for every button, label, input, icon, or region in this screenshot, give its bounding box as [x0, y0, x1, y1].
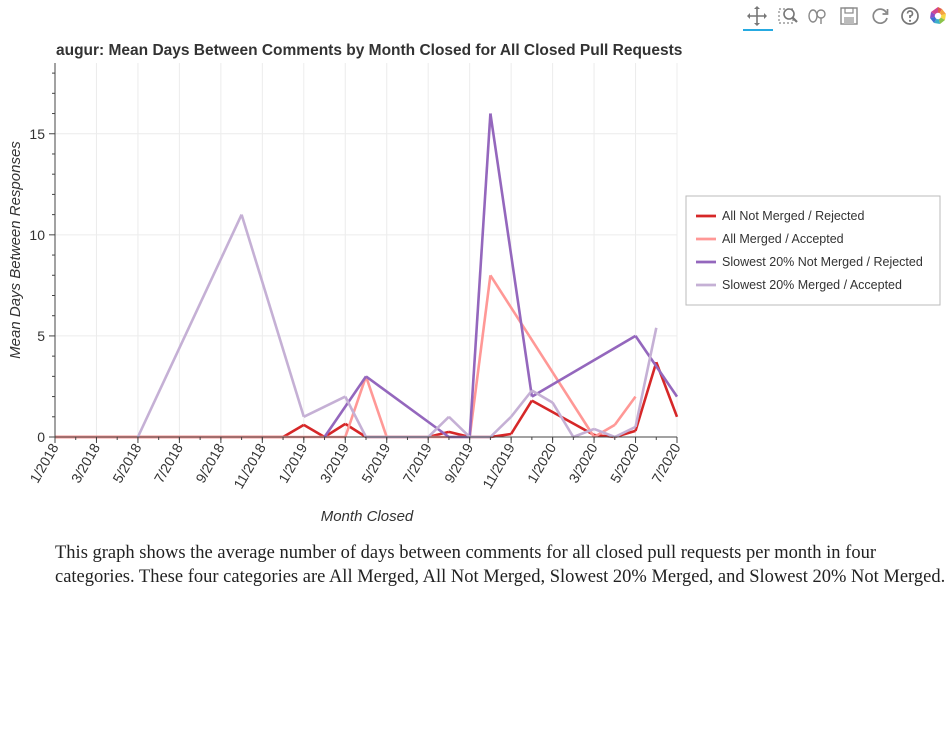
x-tick-label: 7/2018 — [151, 440, 186, 485]
series-segment — [468, 113, 492, 438]
pan-icon[interactable] — [745, 4, 769, 28]
active-tool-indicator — [743, 29, 773, 31]
x-tick-label: 1/2019 — [275, 440, 310, 485]
series-segment — [634, 335, 679, 398]
x-tick-label: 7/2020 — [648, 440, 683, 485]
series-segment — [510, 389, 533, 418]
series-segment — [282, 423, 305, 439]
series-segment — [593, 427, 616, 439]
series-segment — [323, 422, 346, 439]
x-tick-label: 11/2019 — [479, 440, 518, 491]
x-tick-label: 3/2020 — [565, 440, 600, 485]
save-icon[interactable] — [837, 4, 861, 28]
chart-description: This graph shows the average number of d… — [55, 543, 946, 587]
box-zoom-icon[interactable] — [776, 4, 800, 28]
legend-label: All Not Merged / Rejected — [722, 209, 864, 223]
wheel-zoom-icon[interactable] — [806, 4, 830, 28]
chart-title: augur: Mean Days Between Comments by Mon… — [56, 42, 682, 59]
bokeh-logo-icon[interactable] — [926, 4, 950, 28]
y-tick-label: 0 — [37, 429, 45, 445]
legend[interactable]: All Not Merged / Rejected All Merged / Ac… — [685, 195, 941, 306]
series-segment — [634, 361, 658, 432]
x-tick-label: 1/2018 — [26, 440, 61, 485]
reset-icon[interactable] — [868, 4, 892, 28]
x-tick-label: 5/2018 — [109, 440, 144, 485]
x-tick-label: 5/2019 — [358, 440, 393, 485]
series-segment — [364, 375, 388, 438]
legend-box — [685, 195, 941, 306]
x-tick-label: 9/2018 — [192, 440, 227, 485]
x-tick-label: 7/2019 — [400, 440, 435, 485]
legend-label: Slowest 20% Merged / Accepted — [722, 278, 902, 292]
x-tick-label: 5/2020 — [607, 440, 642, 485]
y-tick-label: 10 — [29, 227, 45, 243]
x-axis-title: Month Closed — [321, 508, 414, 525]
help-icon[interactable] — [898, 4, 922, 28]
series-line-4[interactable] — [136, 214, 658, 439]
chart-toolbar — [740, 2, 950, 32]
series-segment — [468, 275, 492, 438]
x-tick-label: 11/2018 — [230, 440, 269, 491]
series-segment — [613, 395, 637, 426]
chart[interactable]: augur: Mean Days Between Comments by Mon… — [0, 0, 950, 530]
y-tick-label: 5 — [37, 328, 45, 344]
legend-label: Slowest 20% Not Merged / Rejected — [722, 255, 923, 269]
series-segment — [447, 415, 471, 438]
x-tick-label: 1/2020 — [524, 440, 559, 485]
series-segment — [136, 214, 243, 438]
series-segment — [509, 399, 534, 435]
series-segment — [323, 375, 368, 438]
series-segment — [531, 334, 637, 398]
series-segment — [344, 396, 368, 438]
series-segment — [240, 214, 306, 418]
legend-label: All Merged / Accepted — [722, 232, 844, 246]
y-axis-ticks: 0 5 10 15 — [29, 72, 55, 445]
series-segment — [365, 375, 450, 439]
series-segment — [614, 425, 637, 439]
x-tick-label: 3/2019 — [317, 440, 352, 485]
series-segment — [489, 274, 596, 438]
x-tick-label: 3/2018 — [68, 440, 103, 485]
series-segment — [427, 415, 450, 438]
plot-area[interactable] — [55, 63, 677, 437]
series-segment — [593, 423, 616, 439]
series-line-3[interactable] — [323, 113, 679, 439]
x-tick-label: 9/2019 — [441, 440, 476, 485]
series-segment — [634, 327, 658, 428]
series-segment — [572, 427, 595, 439]
series-segment — [551, 401, 575, 438]
x-axis-ticks: 1/2018 3/2018 5/2018 7/2018 9/2018 11/2018 1/2… — [26, 437, 684, 491]
y-axis-title: Mean Days Between Responses — [7, 141, 24, 359]
series-segment — [303, 423, 326, 439]
series-segment — [489, 113, 534, 397]
series-segment — [531, 389, 554, 404]
series-segment — [344, 375, 368, 438]
series-segment — [489, 415, 513, 438]
y-tick-label: 15 — [29, 126, 45, 142]
series-segment — [303, 395, 346, 418]
